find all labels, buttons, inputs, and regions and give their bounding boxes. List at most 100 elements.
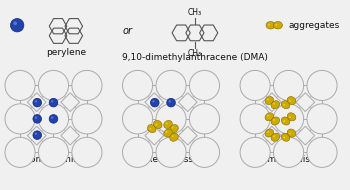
Circle shape xyxy=(169,100,171,103)
Circle shape xyxy=(189,137,219,167)
Text: mixed emission: mixed emission xyxy=(135,155,206,164)
Ellipse shape xyxy=(265,129,274,137)
Circle shape xyxy=(172,135,174,137)
Circle shape xyxy=(274,104,304,134)
Circle shape xyxy=(189,70,219,101)
Circle shape xyxy=(156,104,186,134)
Circle shape xyxy=(152,100,155,103)
Circle shape xyxy=(273,135,275,137)
Polygon shape xyxy=(27,93,46,112)
Circle shape xyxy=(267,131,269,133)
Ellipse shape xyxy=(281,133,290,141)
Ellipse shape xyxy=(271,117,280,125)
Text: CH₃: CH₃ xyxy=(188,8,202,17)
Circle shape xyxy=(267,115,269,117)
Circle shape xyxy=(155,124,157,126)
Circle shape xyxy=(273,119,275,121)
Circle shape xyxy=(38,70,69,101)
Polygon shape xyxy=(61,93,79,112)
Circle shape xyxy=(38,104,69,134)
Circle shape xyxy=(5,70,35,101)
Circle shape xyxy=(156,70,186,101)
Ellipse shape xyxy=(281,101,290,109)
Circle shape xyxy=(72,137,102,167)
Text: excimer emission: excimer emission xyxy=(249,155,328,164)
Polygon shape xyxy=(61,126,79,145)
Circle shape xyxy=(149,128,151,130)
Text: perylene: perylene xyxy=(46,48,86,57)
Ellipse shape xyxy=(273,21,282,29)
Ellipse shape xyxy=(271,101,280,109)
Ellipse shape xyxy=(287,129,296,137)
Circle shape xyxy=(13,21,17,25)
Circle shape xyxy=(274,137,304,167)
Circle shape xyxy=(5,104,35,134)
Text: monomer emission: monomer emission xyxy=(10,155,97,164)
Ellipse shape xyxy=(271,133,280,141)
Polygon shape xyxy=(145,126,164,145)
Circle shape xyxy=(5,137,35,167)
Ellipse shape xyxy=(265,113,274,121)
Circle shape xyxy=(307,104,337,134)
Ellipse shape xyxy=(170,125,178,133)
Ellipse shape xyxy=(164,129,172,137)
Circle shape xyxy=(240,137,270,167)
Circle shape xyxy=(172,127,174,128)
Polygon shape xyxy=(178,93,197,112)
Circle shape xyxy=(10,19,24,32)
Circle shape xyxy=(289,132,291,134)
Circle shape xyxy=(122,70,153,101)
Circle shape xyxy=(49,115,58,123)
Ellipse shape xyxy=(281,117,290,125)
Polygon shape xyxy=(145,93,164,112)
Text: 9,10-dimethylanthracene (DMA): 9,10-dimethylanthracene (DMA) xyxy=(122,53,268,62)
Circle shape xyxy=(33,115,42,123)
Polygon shape xyxy=(178,126,197,145)
Circle shape xyxy=(72,104,102,134)
Circle shape xyxy=(275,24,277,26)
Circle shape xyxy=(307,137,337,167)
Polygon shape xyxy=(296,93,315,112)
Circle shape xyxy=(267,98,269,100)
Circle shape xyxy=(283,120,285,122)
Circle shape xyxy=(33,98,42,107)
Circle shape xyxy=(167,98,175,107)
Text: CH₃: CH₃ xyxy=(188,49,202,58)
Circle shape xyxy=(156,137,186,167)
Ellipse shape xyxy=(164,120,172,128)
Text: aggregates: aggregates xyxy=(289,21,340,30)
Circle shape xyxy=(51,100,54,103)
Circle shape xyxy=(166,131,168,133)
Circle shape xyxy=(49,98,58,107)
Circle shape xyxy=(307,70,337,101)
Circle shape xyxy=(189,104,219,134)
Circle shape xyxy=(273,103,275,105)
Circle shape xyxy=(35,116,37,119)
Circle shape xyxy=(33,131,42,139)
Circle shape xyxy=(122,104,153,134)
Circle shape xyxy=(268,24,270,26)
Circle shape xyxy=(240,104,270,134)
Ellipse shape xyxy=(287,113,296,121)
Circle shape xyxy=(72,70,102,101)
Circle shape xyxy=(283,137,285,139)
Circle shape xyxy=(289,116,291,118)
Circle shape xyxy=(122,137,153,167)
Polygon shape xyxy=(262,93,281,112)
Ellipse shape xyxy=(154,120,162,128)
Ellipse shape xyxy=(287,97,296,104)
Circle shape xyxy=(38,137,69,167)
Ellipse shape xyxy=(265,97,274,104)
Text: or: or xyxy=(123,26,133,36)
Circle shape xyxy=(51,116,54,119)
Circle shape xyxy=(35,100,37,103)
Circle shape xyxy=(289,100,291,102)
Circle shape xyxy=(150,98,159,107)
Circle shape xyxy=(240,70,270,101)
Polygon shape xyxy=(27,126,46,145)
Circle shape xyxy=(35,133,37,135)
Circle shape xyxy=(166,122,168,124)
Ellipse shape xyxy=(266,21,275,29)
Ellipse shape xyxy=(147,125,156,133)
Circle shape xyxy=(274,70,304,101)
